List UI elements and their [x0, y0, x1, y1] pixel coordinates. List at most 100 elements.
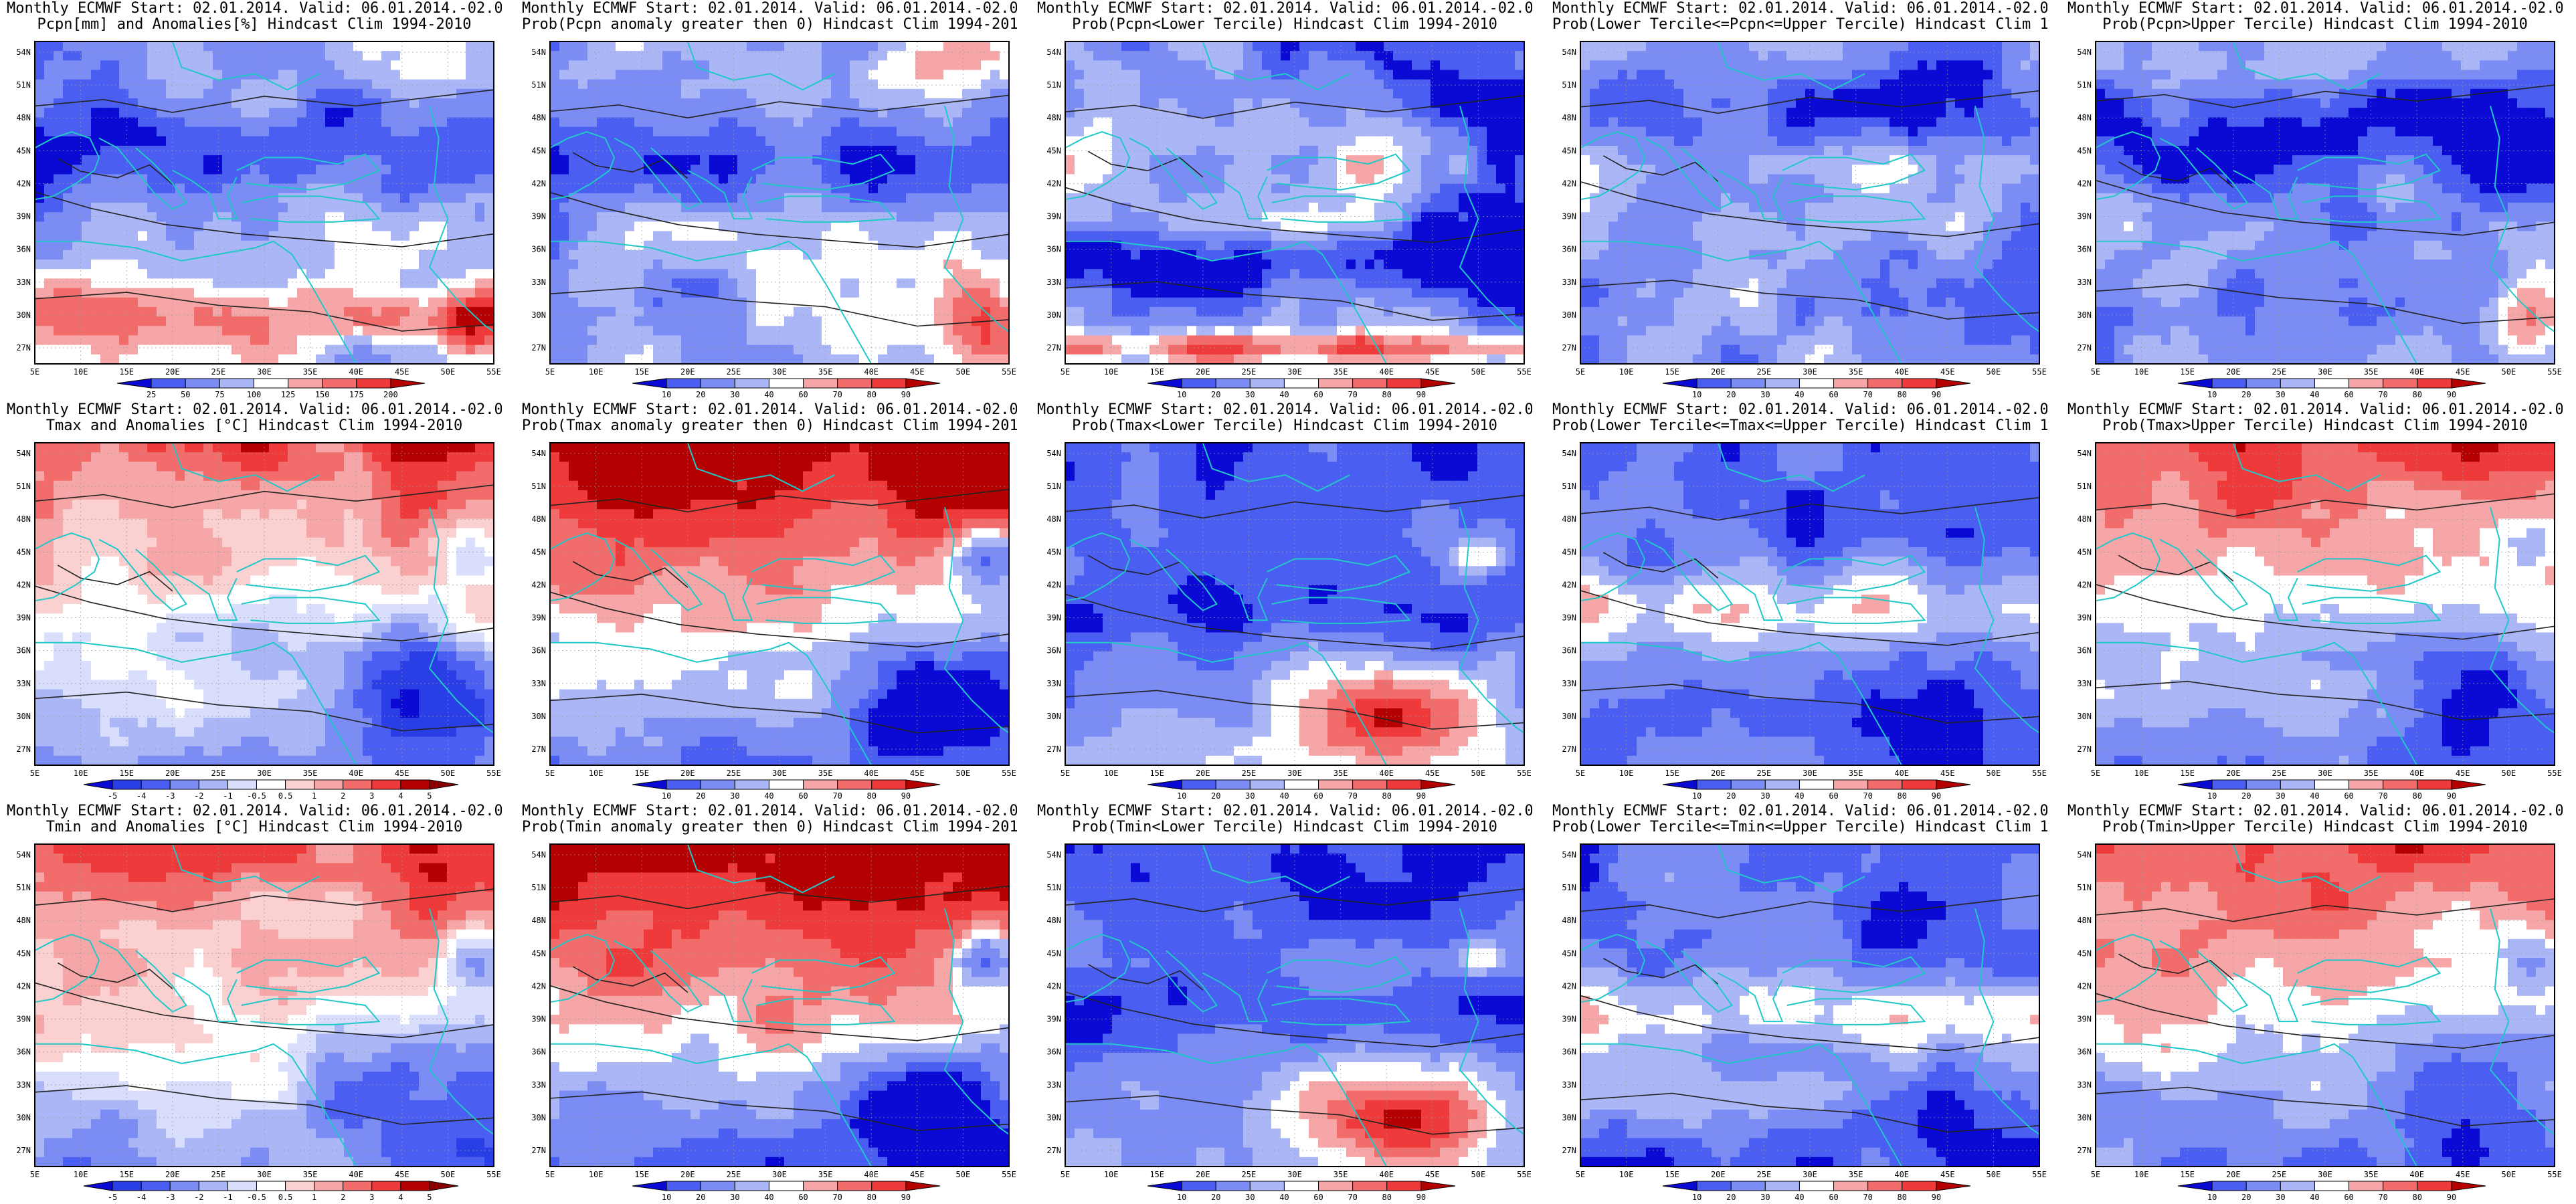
colorbar-tick-label: 70: [1863, 1193, 1872, 1202]
lat-tick-label: 45N: [16, 547, 31, 557]
colorbar: -5 -4 -3 -2 -1 -0.5 0.5 1 2 3 4 5: [83, 1181, 459, 1202]
anomaly-field: [550, 844, 1010, 1167]
lat-tick-label: 54N: [531, 47, 546, 57]
lon-tick-label: 45E: [1940, 367, 1955, 377]
lon-tick-label: 30E: [257, 769, 272, 778]
climatology-contours: [1065, 888, 1525, 1135]
lat-tick-label: 27N: [1562, 744, 1576, 754]
lat-tick-label: 42N: [1046, 580, 1061, 589]
lat-tick-label: 33N: [2077, 278, 2092, 287]
lon-tick-label: 10E: [1104, 769, 1119, 778]
lon-tick-label: 15E: [1149, 769, 1164, 778]
lat-tick-label: 42N: [2077, 981, 2092, 991]
colorbar-swatch: [116, 378, 152, 389]
lon-tick-label: 15E: [2180, 367, 2195, 377]
colorbar-swatch: [1730, 1181, 1766, 1191]
map-plot: 54N 51N 48N 45N 42N 39N 36N 33N 30N 27N 5E 10E 15E 20…: [1562, 41, 2047, 399]
lat-tick-label: 51N: [1046, 482, 1061, 491]
lat-tick-label: 48N: [531, 514, 546, 524]
colorbar-tick-label: 125: [281, 390, 296, 399]
coastlines: [2095, 442, 2555, 766]
colorbar-tick-label: 30: [1245, 1193, 1255, 1202]
colorbar-swatch: [2314, 378, 2350, 389]
lat-tick-label: 33N: [531, 679, 546, 688]
colorbar-swatch: [285, 1181, 315, 1191]
lat-tick-label: 36N: [1562, 646, 1576, 656]
map-panel: Monthly ECMWF Start: 02.01.2014. Valid: …: [2061, 401, 2576, 803]
lon-tick-label: 5E: [1576, 367, 1585, 377]
colorbar-swatch: [1662, 1181, 1697, 1191]
lon-tick-label: 15E: [1149, 1170, 1164, 1179]
colorbar-tick-label: 90: [1932, 791, 1941, 801]
colorbar-swatch: [219, 378, 254, 389]
lat-tick-label: 54N: [16, 850, 31, 860]
colorbar-swatch: [1902, 779, 1937, 790]
climatology-contours: [2095, 84, 2555, 324]
colorbar-tick-label: 70: [832, 390, 842, 399]
climatology-contours: [2095, 898, 2555, 1127]
colorbar-swatch: [1147, 1181, 1182, 1191]
lat-tick-label: 39N: [1046, 613, 1061, 623]
lat-tick-label: 39N: [2077, 613, 2092, 623]
climatology-contours: [1580, 497, 2040, 724]
colorbar-tick-label: 80: [2413, 390, 2422, 399]
colorbar-tick-label: 40: [764, 1193, 773, 1202]
colorbar-swatch: [837, 779, 872, 790]
lon-tick-label: 55E: [1517, 1170, 1532, 1179]
lon-tick-label: 40E: [2409, 769, 2424, 778]
lon-tick-label: 50E: [441, 769, 456, 778]
coastlines: [2095, 41, 2555, 365]
lon-tick-label: 55E: [486, 1170, 501, 1179]
colorbar-tick-label: 80: [1898, 390, 1907, 399]
lon-tick-label: 20E: [165, 367, 180, 377]
lat-tick-label: 42N: [2077, 179, 2092, 188]
lon-tick-label: 5E: [30, 367, 39, 377]
panel-title-line1: Monthly ECMWF Start: 02.01.2014. Valid: …: [522, 401, 1017, 419]
lat-tick-label: 27N: [16, 1146, 31, 1155]
lon-tick-label: 45E: [1940, 769, 1955, 778]
colorbar: 10 20 30 40 60 70 80 90: [2177, 779, 2486, 801]
colorbar-tick-label: -5: [108, 791, 117, 801]
colorbar: 10 20 30 40 60 70 80 90: [1147, 1181, 1456, 1202]
colorbar-tick-label: 1: [312, 1193, 316, 1202]
panel-title-line1: Monthly ECMWF Start: 02.01.2014. Valid: …: [2067, 0, 2563, 17]
panel-title-line1: Monthly ECMWF Start: 02.01.2014. Valid: …: [1552, 803, 2047, 820]
graticule: [35, 443, 494, 765]
colorbar-swatch: [1420, 779, 1456, 790]
lon-tick-label: 30E: [1287, 1170, 1302, 1179]
lon-tick-label: 55E: [1002, 1170, 1016, 1179]
map-plot: 54N 51N 48N 45N 42N 39N 36N 33N 30N 27N 5E 10E 15E 20…: [1562, 442, 2047, 801]
lat-tick-label: 42N: [531, 179, 546, 188]
lon-tick-label: 10E: [589, 1170, 604, 1179]
lon-tick-label: 5E: [1576, 1170, 1585, 1179]
lat-tick-label: 27N: [16, 343, 31, 353]
lat-tick-label: 51N: [16, 80, 31, 90]
lat-tick-label: 48N: [1562, 916, 1576, 925]
colorbar-tick-label: 75: [215, 390, 224, 399]
lon-tick-label: 45E: [910, 367, 925, 377]
colorbar-swatch: [1833, 1181, 1869, 1191]
colorbar-swatch: [871, 1181, 907, 1191]
colorbar-tick-label: 40: [1279, 1193, 1289, 1202]
colorbar-swatch: [285, 779, 315, 790]
colorbar-tick-label: -2: [194, 791, 203, 801]
lon-tick-label: 10E: [2134, 367, 2149, 377]
colorbar-tick-label: 60: [798, 1193, 808, 1202]
panel-title-line2: Prob(Pcpn anomaly greater then 0) Hindca…: [522, 16, 1017, 33]
lat-tick-label: 54N: [1046, 47, 1061, 57]
colorbar-swatch: [1283, 1181, 1319, 1191]
lon-tick-label: 55E: [1517, 367, 1532, 377]
lat-tick-label: 54N: [2077, 47, 2092, 57]
colorbar-swatch: [632, 1181, 667, 1191]
coastlines: [549, 843, 1010, 1167]
climatology-contours: [549, 488, 1010, 734]
lon-tick-label: 20E: [1711, 1170, 1726, 1179]
lat-tick-label: 54N: [1562, 449, 1576, 458]
lat-tick-label: 45N: [1562, 547, 1576, 557]
colorbar-tick-label: 30: [730, 791, 739, 801]
map-panel: Monthly ECMWF Start: 02.01.2014. Valid: …: [1546, 0, 2061, 401]
lat-tick-label: 27N: [531, 1146, 546, 1155]
colorbar: 10 20 30 40 60 70 80 90: [1662, 1181, 1971, 1202]
lon-tick-label: 25E: [2272, 769, 2287, 778]
colorbar-tick-label: 70: [1863, 791, 1872, 801]
